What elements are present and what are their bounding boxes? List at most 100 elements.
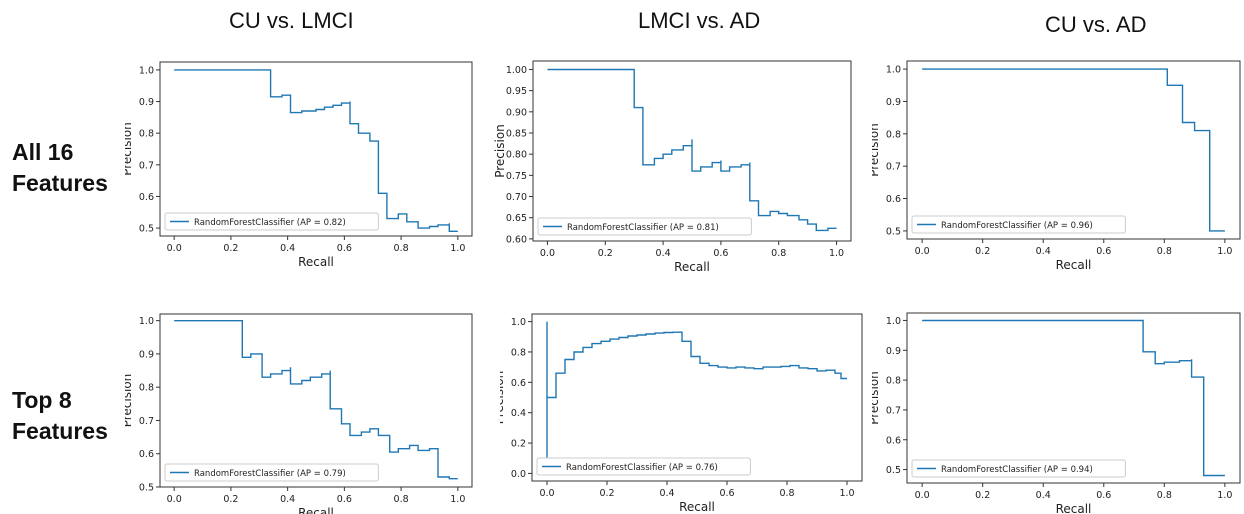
- x-tick-label: 0.2: [975, 246, 990, 257]
- y-tick-label: 0.5: [139, 483, 154, 494]
- pr-curve-line: [174, 69, 458, 232]
- pr-curve-line: [922, 68, 1225, 232]
- y-tick-label: 1.0: [139, 316, 154, 327]
- plot-frame: [906, 60, 1241, 240]
- y-tick-label: 0.65: [506, 213, 527, 224]
- x-tick-label: 0.0: [540, 248, 555, 259]
- pr-chart-all16-cu-vs-lmci: 0.0 0.2 0.4 0.6 0.8 1.0 0.5 0.6 0.7 0.8 0.9 1.0 Reca…: [125, 61, 473, 269]
- y-tick-label: 0.4: [511, 408, 526, 419]
- x-tick-label: 0.2: [598, 248, 613, 259]
- pr-curve-line: [547, 68, 837, 232]
- x-tick-label: 0.8: [779, 488, 794, 499]
- y-tick-label: 0.75: [506, 171, 527, 182]
- y-tick-label: 0.8: [139, 129, 154, 140]
- x-tick-label: 0.8: [394, 243, 409, 254]
- row-label-line: Features: [12, 418, 108, 444]
- y-tick-label: 0.6: [139, 449, 154, 460]
- y-axis-label: Precision: [872, 123, 881, 177]
- y-tick-label: 0.8: [511, 347, 526, 358]
- x-axis-label: Recall: [298, 506, 334, 514]
- legend-label: RandomForestClassifier (AP = 0.96): [941, 221, 1093, 231]
- x-tick-label: 0.4: [1036, 490, 1051, 501]
- y-tick-label: 0.6: [511, 378, 526, 389]
- legend-label: RandomForestClassifier (AP = 0.94): [941, 465, 1093, 475]
- x-tick-label: 1.0: [839, 488, 854, 499]
- row-label-all-16-features: All 16 Features: [12, 137, 108, 199]
- pr-curve-line: [174, 320, 458, 480]
- pr-chart-all16-lmci-vs-ad: 0.0 0.2 0.4 0.6 0.8 1.0 0.60 0.65 0.70 0.75 0.80 0.…: [493, 60, 852, 274]
- y-axis-label: Precision: [125, 374, 134, 428]
- plot-frame: [159, 313, 473, 488]
- legend-box: [911, 459, 1126, 478]
- y-tick-label: 0.8: [886, 376, 901, 387]
- legend-box: [164, 212, 379, 231]
- y-axis-label: Precision: [493, 124, 507, 178]
- plot-frame: [531, 313, 863, 482]
- plot-frame: [906, 312, 1241, 484]
- y-tick-label: 0.6: [886, 194, 901, 205]
- x-tick-label: 0.4: [280, 494, 295, 505]
- x-tick-label: 0.6: [1096, 490, 1111, 501]
- x-tick-label: 0.0: [915, 490, 930, 501]
- pr-chart-top8-lmci-vs-ad: 0.0 0.2 0.4 0.6 0.8 1.0 0.0 0.2 0.4 0.6 0.8 1.0 Reca…: [500, 313, 863, 514]
- pr-curve-line: [922, 319, 1225, 477]
- x-axis-label: Recall: [674, 260, 710, 274]
- x-tick-label: 0.6: [337, 494, 352, 505]
- x-tick-label: 0.4: [1036, 246, 1051, 257]
- x-tick-label: 0.2: [223, 494, 238, 505]
- y-tick-label: 0.7: [886, 162, 901, 173]
- y-axis-label: Precision: [500, 371, 506, 425]
- y-tick-label: 0.9: [139, 349, 154, 360]
- x-tick-label: 0.0: [167, 243, 182, 254]
- y-tick-label: 0.2: [511, 439, 526, 450]
- x-tick-label: 0.6: [337, 243, 352, 254]
- x-tick-label: 0.8: [394, 494, 409, 505]
- legend-label: RandomForestClassifier (AP = 0.82): [194, 218, 346, 228]
- y-tick-label: 0.85: [506, 129, 527, 140]
- x-tick-label: 0.6: [1096, 246, 1111, 257]
- y-tick-label: 0.60: [506, 234, 527, 245]
- column-title-lmci-vs-ad: LMCI vs. AD: [638, 8, 761, 33]
- row-label-line: Top 8: [12, 387, 72, 413]
- y-tick-label: 1.0: [511, 317, 526, 328]
- legend-box: [164, 463, 379, 482]
- y-tick-label: 0.9: [886, 346, 901, 357]
- x-tick-label: 0.0: [539, 488, 554, 499]
- x-tick-label: 0.8: [771, 248, 786, 259]
- x-tick-label: 0.4: [659, 488, 674, 499]
- legend-label: RandomForestClassifier (AP = 0.79): [194, 469, 346, 479]
- y-tick-label: 0.95: [506, 86, 527, 97]
- y-tick-label: 0.90: [506, 107, 527, 118]
- y-tick-label: 1.0: [886, 65, 901, 76]
- y-tick-label: 1.0: [886, 316, 901, 327]
- y-tick-label: 0.80: [506, 150, 527, 161]
- y-axis-label: Precision: [125, 122, 134, 176]
- x-tick-label: 1.0: [450, 243, 465, 254]
- x-tick-label: 1.0: [1217, 246, 1232, 257]
- y-tick-label: 0.70: [506, 192, 527, 203]
- x-tick-label: 0.4: [656, 248, 671, 259]
- pr-chart-top8-cu-vs-ad: 0.0 0.2 0.4 0.6 0.8 1.0 0.5 0.6 0.7 0.8 0.9 1.0 Reca…: [872, 312, 1241, 514]
- pr-chart-top8-cu-vs-lmci: 0.0 0.2 0.4 0.6 0.8 1.0 0.5 0.6 0.7 0.8 0.9 1.0 Reca…: [125, 313, 473, 514]
- legend-label: RandomForestClassifier (AP = 0.81): [567, 223, 719, 233]
- column-title-cu-vs-lmci: CU vs. LMCI: [229, 8, 354, 33]
- pr-chart-all16-cu-vs-ad: 0.0 0.2 0.4 0.6 0.8 1.0 0.5 0.6 0.7 0.8 0.9 1.0 Reca…: [872, 60, 1241, 271]
- x-tick-label: 0.6: [719, 488, 734, 499]
- y-tick-label: 0.7: [139, 160, 154, 171]
- y-tick-label: 0.5: [886, 226, 901, 237]
- y-tick-label: 0.7: [886, 405, 901, 416]
- x-tick-label: 0.8: [1157, 246, 1172, 257]
- legend-box: [536, 457, 751, 476]
- y-tick-label: 0.0: [511, 469, 526, 480]
- x-tick-label: 0.0: [915, 246, 930, 257]
- column-title-cu-vs-ad: CU vs. AD: [1045, 12, 1147, 37]
- row-label-line: All 16: [12, 139, 74, 165]
- x-tick-label: 0.2: [599, 488, 614, 499]
- x-tick-label: 0.2: [223, 243, 238, 254]
- y-tick-label: 1.00: [506, 65, 527, 76]
- legend-label: RandomForestClassifier (AP = 0.76): [566, 463, 718, 473]
- x-axis-label: Recall: [1056, 258, 1092, 271]
- x-axis-label: Recall: [679, 500, 715, 514]
- y-tick-label: 0.5: [139, 224, 154, 235]
- plot-frame: [159, 61, 473, 237]
